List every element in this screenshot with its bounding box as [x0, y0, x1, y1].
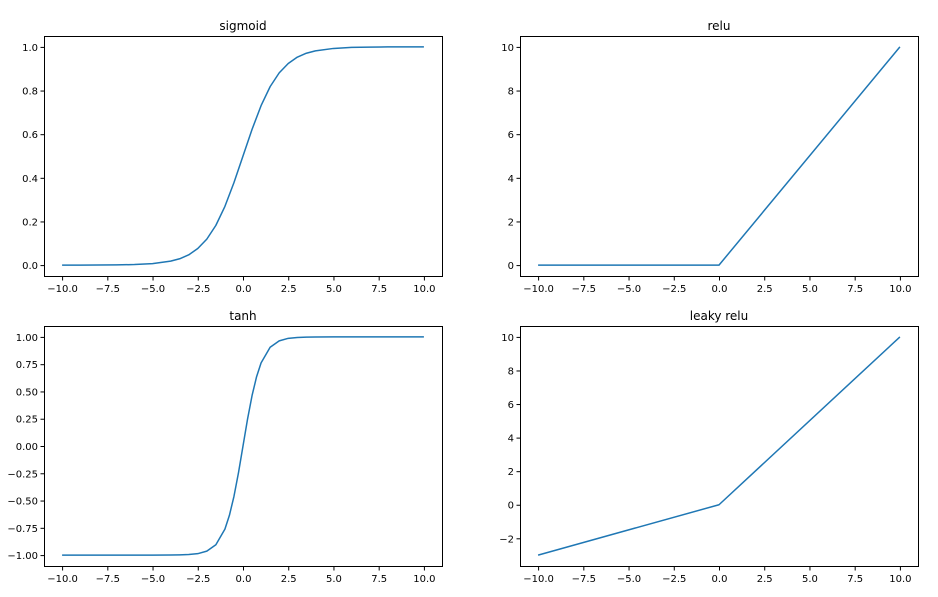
x-tick-label: 5.0 — [802, 284, 818, 295]
x-tick-label: 0.0 — [712, 284, 728, 295]
x-tick-label: 5.0 — [326, 574, 342, 585]
y-tick-label: 8 — [508, 87, 514, 98]
y-tick-label: −1.00 — [7, 551, 38, 562]
x-tick-label: 10.0 — [413, 284, 435, 295]
x-tick-label: −10.0 — [47, 284, 78, 295]
x-tick-label: 0.0 — [712, 574, 728, 585]
subplot-sigmoid: sigmoid −10.0 −7.5 −5.0 −2.5 0.0 2.5 5.0 7.5 10.… — [22, 19, 443, 295]
x-tick-label: −7.5 — [572, 284, 596, 295]
x-tick-label: 0.0 — [236, 284, 252, 295]
x-tick-label: 10.0 — [413, 574, 435, 585]
x-tick-label: 10.0 — [889, 284, 911, 295]
y-tick-label: 0.50 — [16, 387, 38, 398]
x-tick-label: 10.0 — [889, 574, 911, 585]
x-tick-label: 7.5 — [371, 284, 387, 295]
x-tick-label: 2.5 — [281, 574, 297, 585]
subplot-tanh: tanh −10.0 −7.5 −5.0 −2.5 0.0 2.5 5.0 7.5 10.0 −1… — [7, 309, 443, 585]
y-tick-label: 0.2 — [22, 217, 38, 228]
y-tick-label: −0.75 — [7, 524, 38, 535]
x-tick-label: −5.0 — [617, 574, 641, 585]
x-tick-label: −2.5 — [186, 574, 210, 585]
subplot-title: sigmoid — [219, 19, 266, 33]
x-tick-label: −5.0 — [617, 284, 641, 295]
x-tick-label: −7.5 — [572, 574, 596, 585]
x-tick-label: 0.0 — [236, 574, 252, 585]
y-tick-label: −2 — [499, 534, 514, 545]
x-tick-label: 5.0 — [326, 284, 342, 295]
series-line-0 — [538, 46, 901, 266]
y-tick-label: 6 — [508, 400, 514, 411]
x-tick-label: 2.5 — [757, 574, 773, 585]
y-tick-label: 0.75 — [16, 360, 38, 371]
subplot-relu: relu −10.0 −7.5 −5.0 −2.5 0.0 2.5 5.0 7.5 10.0 0 2… — [501, 19, 919, 295]
y-tick-label: 1.0 — [22, 43, 38, 54]
y-tick-label: 10 — [501, 333, 514, 344]
x-tick-label: −7.5 — [96, 574, 120, 585]
y-tick-label: 0.6 — [22, 130, 38, 141]
series-line-0 — [537, 336, 901, 556]
subplot-title: tanh — [229, 309, 256, 323]
x-tick-label: 7.5 — [847, 284, 863, 295]
x-tick-label: −2.5 — [186, 284, 210, 295]
y-tick-label: 2 — [508, 467, 514, 478]
y-tick-label: 6 — [508, 130, 514, 141]
series-line-0 — [62, 46, 424, 266]
x-tick-label: −2.5 — [662, 284, 686, 295]
y-tick-label: 0.8 — [22, 87, 38, 98]
y-tick-label: 0 — [508, 501, 514, 512]
x-tick-label: −5.0 — [141, 284, 165, 295]
y-tick-label: 0.25 — [16, 415, 38, 426]
x-tick-label: 2.5 — [757, 284, 773, 295]
y-tick-label: 8 — [508, 366, 514, 377]
y-tick-label: −0.50 — [7, 497, 38, 508]
subplot-title: leaky relu — [690, 309, 749, 323]
subplot-title: relu — [708, 19, 731, 33]
x-tick-label: −10.0 — [523, 284, 554, 295]
x-tick-label: −2.5 — [662, 574, 686, 585]
x-tick-label: 5.0 — [802, 574, 818, 585]
y-tick-label: 0.0 — [22, 261, 38, 272]
x-tick-label: −5.0 — [141, 574, 165, 585]
y-tick-label: 10 — [501, 43, 514, 54]
x-tick-label: −10.0 — [47, 574, 78, 585]
x-tick-label: 7.5 — [847, 574, 863, 585]
subplot-leaky-relu: leaky relu −10.0 −7.5 −5.0 −2.5 0.0 2.5 5.0 7.5… — [499, 309, 919, 585]
y-tick-label: 0.00 — [16, 442, 38, 453]
series-line-0 — [62, 336, 424, 556]
x-tick-label: 2.5 — [281, 284, 297, 295]
y-tick-label: 1.00 — [16, 333, 38, 344]
x-tick-label: −10.0 — [523, 574, 554, 585]
y-tick-label: 0.4 — [22, 174, 38, 185]
y-tick-label: 2 — [508, 217, 514, 228]
y-tick-label: 0 — [508, 261, 514, 272]
y-tick-label: 4 — [508, 434, 514, 445]
y-tick-label: 4 — [508, 174, 514, 185]
x-tick-label: 7.5 — [371, 574, 387, 585]
x-tick-label: −7.5 — [96, 284, 120, 295]
y-tick-label: −0.25 — [7, 469, 38, 480]
